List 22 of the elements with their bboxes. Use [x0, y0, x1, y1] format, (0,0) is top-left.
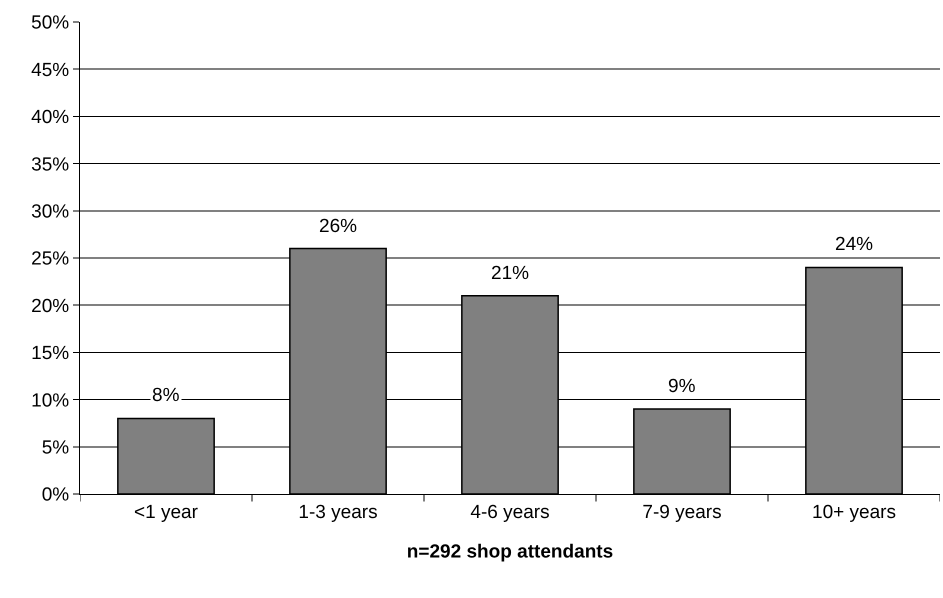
- y-tick-label: 20%: [31, 296, 70, 317]
- x-tick-label: 7-9 years: [642, 502, 722, 523]
- y-tick-label: 35%: [31, 154, 70, 176]
- data-label: 24%: [835, 234, 874, 255]
- y-tick-label: 5%: [42, 437, 70, 458]
- data-label: 9%: [668, 376, 696, 397]
- y-tick-label: 0%: [42, 484, 70, 506]
- y-tick-label: 15%: [31, 343, 70, 364]
- x-tick-label: 10+ years: [812, 502, 896, 523]
- y-tick-label: 30%: [31, 201, 70, 222]
- data-label: 26%: [319, 216, 358, 237]
- x-tick-label: 1-3 years: [298, 502, 378, 523]
- y-tick-label: 10%: [31, 390, 70, 412]
- x-axis-title: n=292 shop attendants: [406, 542, 614, 563]
- y-tick-label: 50%: [31, 12, 70, 34]
- x-tick-label: 4-6 years: [470, 502, 550, 523]
- y-tick-label: 40%: [31, 107, 70, 128]
- x-tick-label: <1 year: [134, 502, 199, 523]
- y-tick-label: 25%: [31, 248, 70, 270]
- y-tick-label: 45%: [31, 60, 70, 81]
- data-label: 8%: [152, 385, 180, 406]
- data-label: 21%: [491, 263, 530, 284]
